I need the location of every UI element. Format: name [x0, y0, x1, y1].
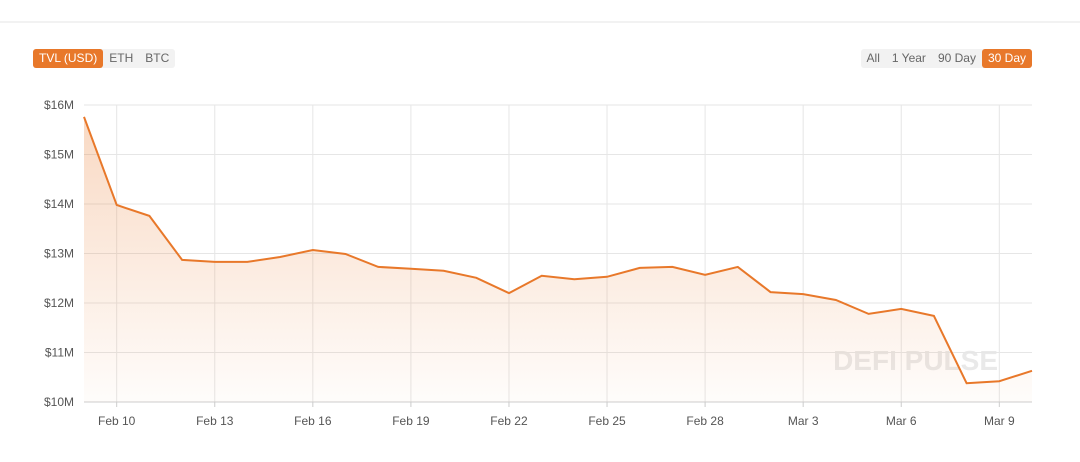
toggle-button[interactable]: 30 Day	[981, 49, 1032, 68]
x-tick-label: Mar 9	[984, 414, 1015, 428]
toggle-button[interactable]: ETH	[109, 51, 134, 65]
toggle-button[interactable]: 1 Year	[891, 51, 926, 65]
currency-toggle: TVL (USD) ETH BTC	[33, 49, 176, 68]
y-tick-label: $14M	[44, 197, 74, 211]
y-tick-label: $13M	[44, 247, 74, 261]
x-tick-label: Feb 28	[686, 414, 724, 428]
x-tick-label: Mar 6	[886, 414, 917, 428]
toggle-button[interactable]: 90 Day	[937, 51, 976, 65]
y-tick-label: $10M	[44, 395, 74, 409]
y-tick-label: $16M	[44, 98, 74, 112]
x-tick-label: Feb 19	[392, 414, 430, 428]
x-tick-label: Feb 10	[98, 414, 136, 428]
x-tick-label: Feb 25	[588, 414, 626, 428]
x-tick-label: Feb 16	[294, 414, 332, 428]
line	[83, 116, 1033, 385]
range-toggle: All 1 Year 90 Day 30 Day	[860, 49, 1032, 68]
toggle-button[interactable]: All	[866, 51, 880, 65]
toggle-button[interactable]: TVL (USD)	[33, 49, 104, 68]
toggle-button[interactable]: BTC	[145, 51, 170, 65]
y-tick-label: $15M	[44, 148, 74, 162]
area	[84, 116, 1032, 403]
y-tick-label: $11M	[45, 346, 74, 360]
x-tick-label: Feb 22	[490, 414, 528, 428]
x-tick-label: Mar 3	[788, 414, 819, 428]
y-tick-label: $12M	[44, 296, 74, 310]
x-tick-label: Feb 13	[196, 414, 234, 428]
